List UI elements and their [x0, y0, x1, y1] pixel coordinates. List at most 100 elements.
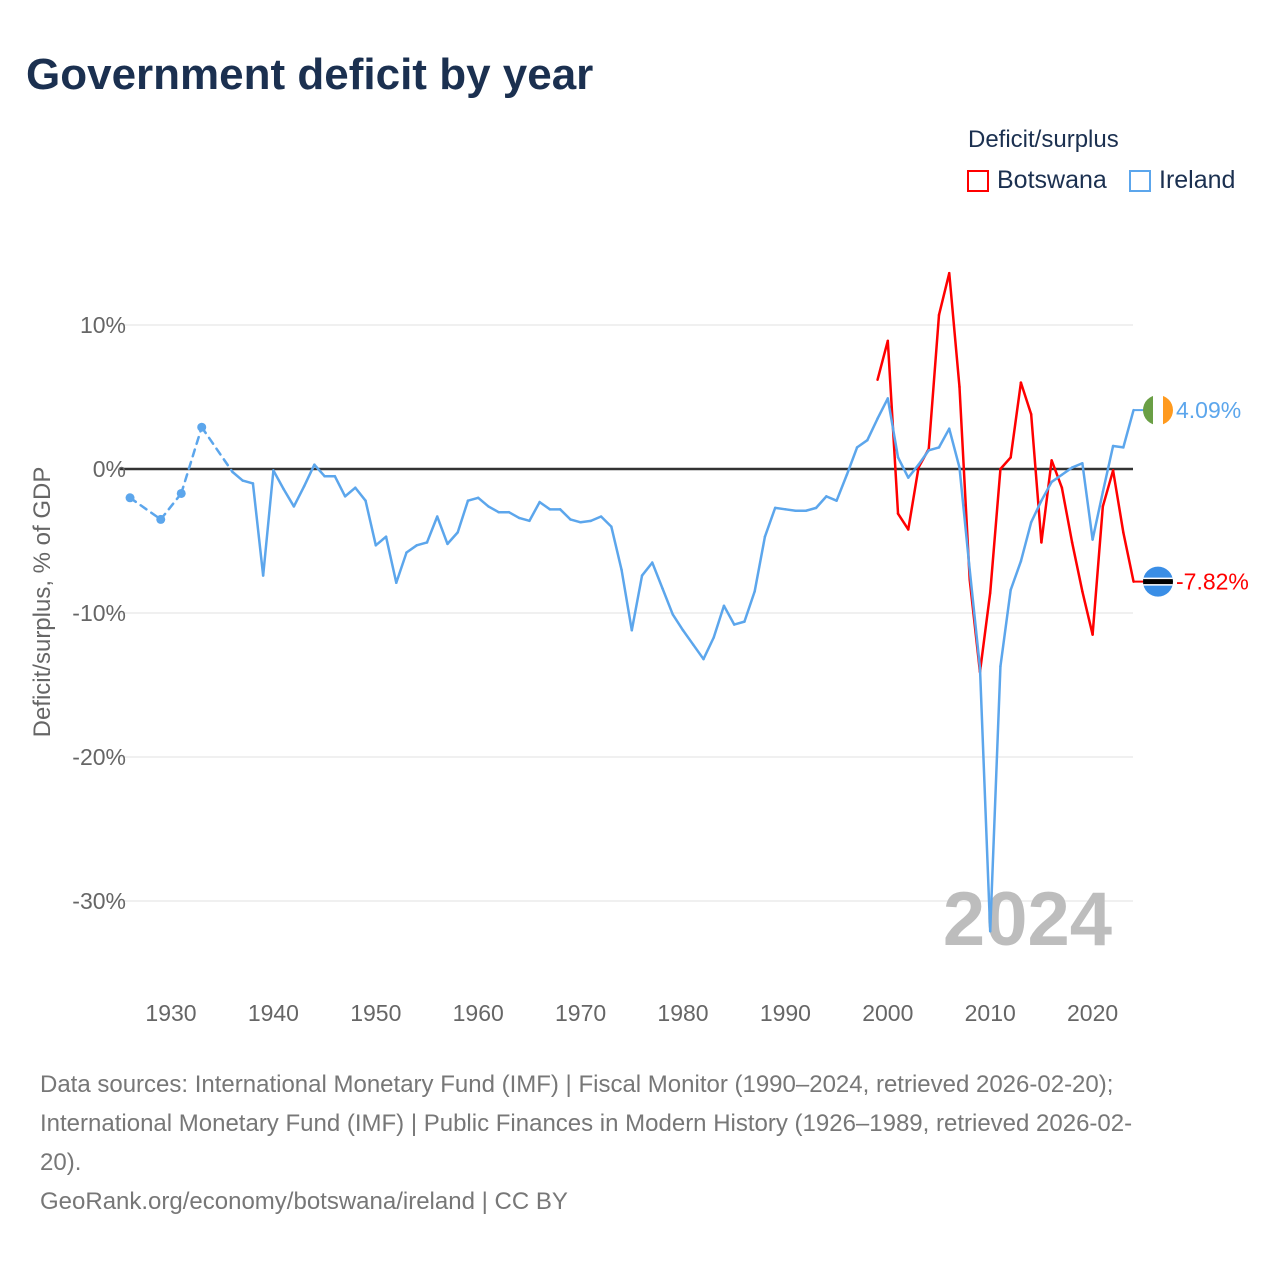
- line-segment-ireland: [128, 496, 163, 521]
- line-segment-ireland: [845, 446, 859, 477]
- line-segment-ireland: [722, 604, 736, 626]
- line-segment-botswana: [1101, 469, 1115, 508]
- line-segment-ireland: [1019, 521, 1033, 563]
- line-chart: 10% 0% -10% -20% -30% 1930 1940 1950 1960 1970 198…: [29, 271, 1249, 1026]
- line-segment-ireland: [907, 463, 920, 479]
- line-segment-botswana: [1040, 459, 1053, 544]
- year-watermark: 2024: [943, 877, 1112, 962]
- line-segment-ireland: [661, 587, 675, 616]
- line-segment-ireland: [517, 516, 531, 523]
- line-segment-ireland: [1091, 490, 1105, 541]
- line-segment-botswana: [978, 591, 992, 674]
- line-segment-ireland: [876, 397, 890, 420]
- line-segment-ireland: [272, 469, 285, 491]
- line-segment-ireland: [855, 438, 869, 449]
- line-segment-ireland: [958, 466, 971, 572]
- line-segment-ireland: [947, 427, 961, 469]
- y-tick-label: 0%: [93, 456, 126, 482]
- x-tick-label: 2020: [1067, 1000, 1118, 1026]
- line-segment-botswana: [1050, 459, 1064, 489]
- line-segment-ireland: [651, 561, 664, 590]
- line-segment-ireland: [599, 515, 613, 528]
- line-segment-ireland: [282, 487, 296, 508]
- line-segment-ireland: [804, 506, 818, 513]
- end-value-label-botswana: -7.82%: [1176, 569, 1249, 595]
- y-tick-label: -30%: [72, 888, 126, 914]
- line-segment-ireland: [630, 574, 644, 632]
- line-segment-ireland: [466, 496, 480, 502]
- line-segment-ireland: [261, 469, 275, 577]
- legend-item-ireland[interactable]: Ireland: [1129, 166, 1235, 195]
- line-segment-botswana: [988, 467, 1002, 595]
- line-segment-botswana: [927, 313, 941, 451]
- flag-icon-botswana: [1143, 566, 1173, 597]
- line-segment-ireland: [538, 500, 552, 511]
- line-segment-ireland: [784, 508, 797, 513]
- line-segment-ireland: [1050, 473, 1064, 484]
- y-tick-label: -20%: [72, 744, 126, 770]
- line-segment-ireland: [1029, 499, 1043, 524]
- source-line-3: 20).: [40, 1149, 82, 1176]
- line-segment-ireland: [159, 492, 183, 521]
- line-segment-ireland: [917, 449, 931, 466]
- line-segment-ireland: [569, 518, 582, 524]
- line-segment-ireland: [896, 456, 910, 479]
- legend-item-botswana[interactable]: Botswana: [967, 166, 1107, 195]
- x-tick-label: 1960: [453, 1000, 504, 1026]
- line-segment-ireland: [763, 506, 777, 538]
- line-segment-ireland: [251, 482, 265, 577]
- line-segment-ireland: [671, 613, 685, 632]
- line-segment-ireland: [374, 535, 388, 547]
- line-segment-botswana: [1081, 590, 1094, 636]
- line-segment-ireland: [968, 568, 982, 669]
- line-segment-botswana: [1019, 381, 1033, 416]
- line-segment-ireland: [558, 508, 572, 521]
- line-segment-ireland: [589, 515, 603, 523]
- line-segment-ireland: [302, 463, 316, 488]
- line-segment-ireland: [364, 499, 378, 547]
- x-tick-label: 1990: [760, 1000, 811, 1026]
- line-segment-ireland: [681, 629, 695, 646]
- line-segment-ireland: [241, 479, 255, 485]
- line-segment-ireland: [313, 463, 326, 478]
- line-segment-botswana: [1091, 505, 1105, 636]
- line-segment-botswana: [896, 512, 910, 531]
- line-segment-ireland: [487, 505, 500, 514]
- line-segment-ireland: [886, 397, 900, 459]
- legend-title: Deficit/surplus: [968, 126, 1119, 153]
- line-segment-botswana: [1111, 469, 1125, 534]
- line-segment-ireland: [343, 486, 357, 498]
- flag-stripe: [1153, 395, 1163, 426]
- line-segment-ireland: [640, 561, 654, 577]
- line-segment-ireland: [620, 568, 634, 632]
- line-segment-ireland: [528, 500, 541, 523]
- legend-swatch-ireland: [1129, 169, 1151, 192]
- line-segment-ireland: [988, 665, 1002, 933]
- line-segment-ireland: [937, 427, 951, 449]
- line-segment-botswana: [907, 466, 920, 531]
- y-tick-label: -10%: [72, 600, 126, 626]
- data-point-ireland: [156, 514, 166, 524]
- line-segment-ireland: [425, 515, 439, 544]
- source-line-2: International Monetary Fund (IMF) | Publ…: [40, 1110, 1133, 1137]
- source-link[interactable]: GeoRank.org/economy/botswana/ireland | C…: [40, 1188, 568, 1215]
- line-segment-ireland: [1111, 444, 1125, 449]
- x-tick-label: 2000: [862, 1000, 913, 1026]
- line-segment-ireland: [231, 470, 244, 482]
- line-segment-ireland: [712, 604, 726, 639]
- end-value-label-ireland: 4.09%: [1176, 397, 1241, 423]
- source-line-1: Data sources: International Monetary Fun…: [40, 1071, 1114, 1098]
- line-segment-ireland: [978, 666, 992, 933]
- line-segment-ireland: [333, 474, 347, 498]
- x-tick-label: 1930: [145, 1000, 196, 1026]
- line-segment-ireland: [1122, 408, 1135, 449]
- line-segment-botswana: [876, 339, 890, 381]
- legend-swatch-botswana: [967, 169, 989, 192]
- line-segment-ireland: [507, 510, 521, 520]
- line-segment-ireland: [927, 446, 941, 452]
- line-segment-ireland: [384, 535, 398, 585]
- x-tick-label: 1950: [350, 1000, 401, 1026]
- line-segment-ireland: [405, 544, 419, 554]
- legend-label: Botswana: [997, 166, 1107, 194]
- flag-stripe: [1163, 395, 1173, 426]
